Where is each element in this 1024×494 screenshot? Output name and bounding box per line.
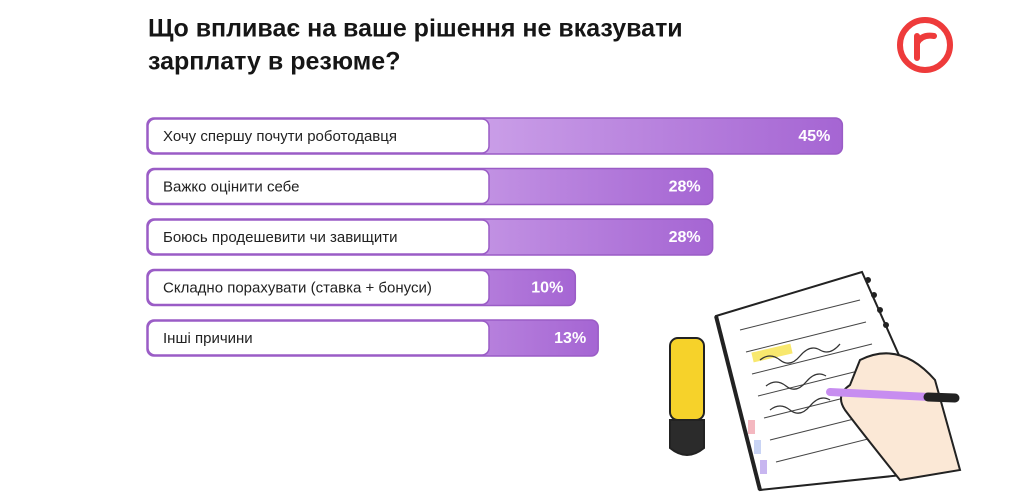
label-box xyxy=(147,219,490,255)
category-label: Інші причини xyxy=(163,330,253,347)
label-box xyxy=(147,320,490,356)
label-box xyxy=(147,168,490,205)
value-label: 28% xyxy=(669,229,701,246)
category-label: Хочу спершу почути роботодавця xyxy=(163,128,397,145)
illustration xyxy=(669,270,962,492)
chart-title: зарплату в резюме? xyxy=(148,48,400,76)
category-label: Боюсь продешевити чи завищити xyxy=(163,229,398,246)
category-label: Важко оцінити себе xyxy=(163,178,299,195)
value-label: 45% xyxy=(798,128,830,145)
label-box xyxy=(147,118,490,154)
value-label: 28% xyxy=(669,179,701,196)
value-label: 13% xyxy=(554,330,586,347)
category-label: Складно порахувати (ставка + бонуси) xyxy=(163,279,432,296)
value-label: 10% xyxy=(531,280,563,297)
logo xyxy=(897,17,953,73)
label-box xyxy=(147,269,490,306)
chart-title: Що впливає на ваше рішення не вказувати xyxy=(148,15,683,43)
